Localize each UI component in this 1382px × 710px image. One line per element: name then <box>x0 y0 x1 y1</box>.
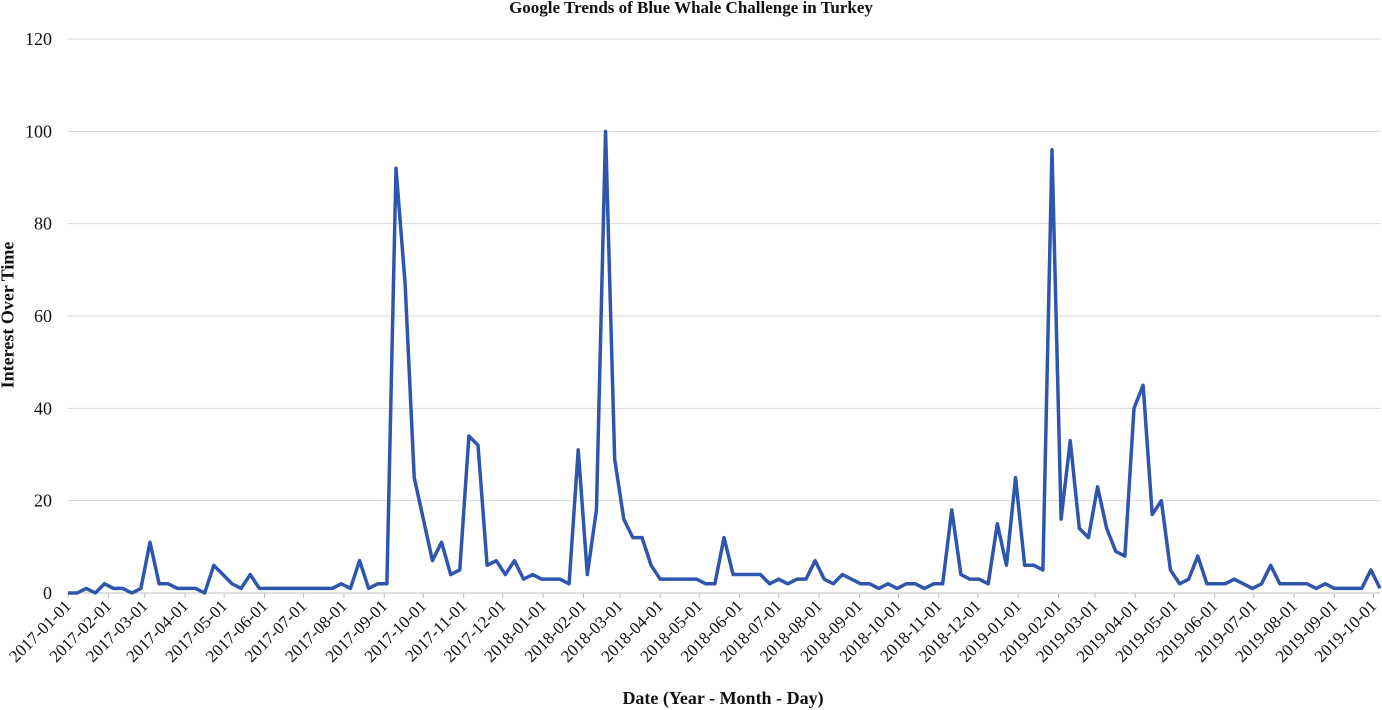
chart-title: Google Trends of Blue Whale Challenge in… <box>509 0 873 17</box>
x-axis-label: Date (Year - Month - Day) <box>622 688 824 708</box>
gridlines <box>68 38 1380 594</box>
y-tick-label: 120 <box>25 29 52 49</box>
y-tick-label: 60 <box>34 306 52 326</box>
series-group <box>68 129 1382 595</box>
x-tick-labels: 2017-01-012017-02-012017-03-012017-04-01… <box>5 593 1380 666</box>
y-tick-label: 0 <box>43 583 52 603</box>
y-tick-label: 40 <box>34 398 52 418</box>
series-line <box>68 129 1382 595</box>
y-tick-label: 100 <box>25 121 52 141</box>
y-tick-label: 20 <box>34 491 52 511</box>
y-tick-labels: 0 20 40 60 80 100 120 <box>25 29 52 603</box>
y-tick-label: 80 <box>34 214 52 234</box>
